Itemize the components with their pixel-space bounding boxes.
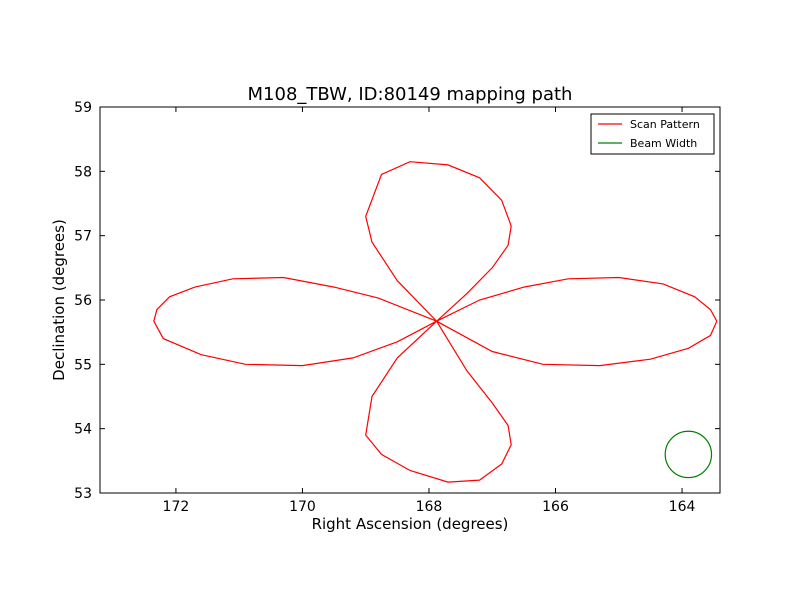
y-tick-label: 53 [74, 486, 92, 502]
y-tick-label: 55 [74, 357, 92, 373]
x-tick-label: 164 [669, 499, 696, 515]
y-axis-label: Declination (degrees) [50, 219, 68, 381]
y-tick-label: 57 [74, 229, 92, 245]
chart-title: M108_TBW, ID:80149 mapping path [248, 84, 573, 105]
x-tick-label: 172 [163, 499, 190, 515]
x-tick-label: 166 [542, 499, 569, 515]
legend-label-scan-pattern: Scan Pattern [630, 118, 700, 131]
y-axis-ticks: 53 54 55 56 57 58 59 [74, 100, 720, 502]
plot-area-frame [99, 106, 721, 494]
y-tick-label: 56 [74, 293, 92, 309]
x-tick-label: 170 [289, 499, 316, 515]
legend-box [590, 113, 715, 155]
scan-pattern-line [153, 161, 718, 483]
legend: Scan Pattern Beam Width [590, 113, 715, 155]
y-tick-label: 58 [74, 164, 92, 180]
beam-width-circle [664, 430, 713, 479]
x-axis-ticks: 172 170 168 166 164 [163, 107, 696, 515]
x-tick-label: 168 [416, 499, 443, 515]
legend-label-beam-width: Beam Width [630, 137, 697, 150]
y-tick-label: 59 [74, 100, 92, 116]
x-axis-label: Right Ascension (degrees) [312, 515, 509, 533]
y-tick-label: 54 [74, 422, 92, 438]
